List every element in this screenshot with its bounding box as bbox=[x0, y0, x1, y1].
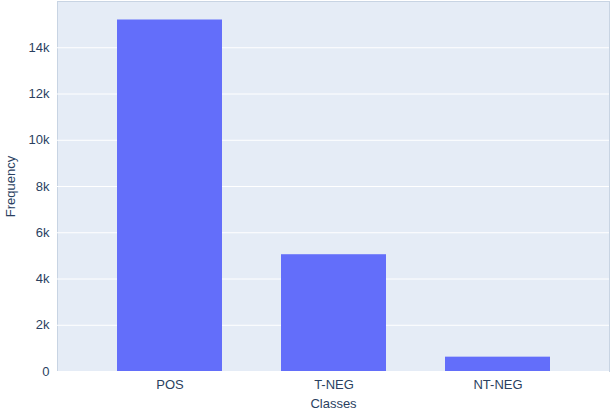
svg-text:Frequency: Frequency bbox=[3, 155, 18, 217]
svg-text:10k: 10k bbox=[29, 132, 50, 147]
svg-text:4k: 4k bbox=[36, 271, 50, 286]
svg-text:0: 0 bbox=[42, 364, 49, 379]
svg-text:6k: 6k bbox=[36, 225, 50, 240]
svg-text:8k: 8k bbox=[36, 179, 50, 194]
svg-text:NT-NEG: NT-NEG bbox=[473, 377, 522, 392]
svg-text:2k: 2k bbox=[36, 317, 50, 332]
svg-text:14k: 14k bbox=[29, 40, 50, 55]
svg-text:POS: POS bbox=[156, 377, 184, 392]
svg-text:Classes: Classes bbox=[310, 396, 357, 411]
svg-text:T-NEG: T-NEG bbox=[314, 377, 354, 392]
svg-text:12k: 12k bbox=[29, 86, 50, 101]
